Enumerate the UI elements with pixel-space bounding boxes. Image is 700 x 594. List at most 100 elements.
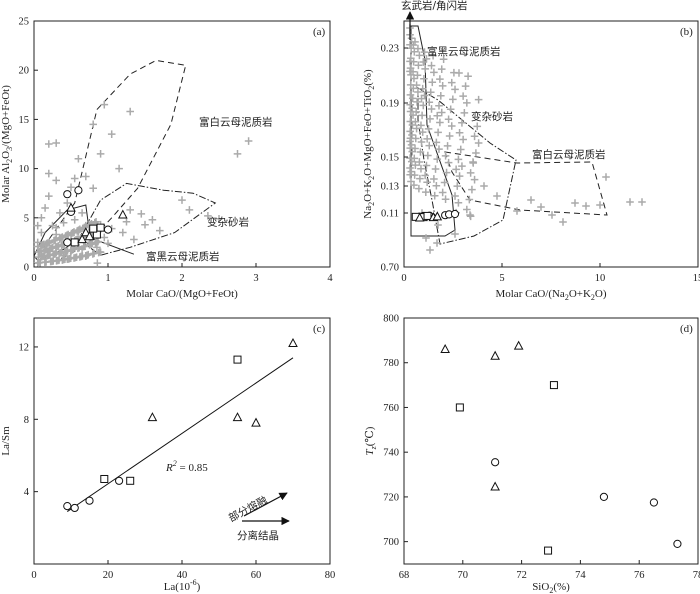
panel-c-triangle-point (147, 412, 158, 422)
panel-b-background-point (439, 55, 448, 63)
panel-a-background-point (63, 231, 71, 240)
panel-a-background-point (137, 210, 146, 218)
panel-b-label: (b) (680, 26, 693, 38)
panel-a-background-point (42, 245, 51, 254)
panel-b-background-point (406, 154, 414, 162)
panel-b-background-point (434, 128, 442, 137)
panel-c-frame (33, 317, 331, 565)
panel-a-background-point (52, 230, 60, 239)
panel-a-background-point (45, 238, 54, 247)
panel-b-background-point (430, 175, 438, 183)
panel-b: 0 5 10 15 0.70 0.11 0.13 0.15 0.19 0.23 玄武岩/角闪岩 (… (362, 0, 700, 302)
panel-a-background-point (70, 174, 79, 183)
panel-a-background-point (69, 245, 78, 254)
panel-b-background-point (473, 122, 482, 131)
panel-a-triangle-point (77, 234, 87, 244)
panel-a-background-point (78, 252, 87, 260)
panel-b-background-point (420, 74, 428, 83)
panel-a-background-point (55, 256, 63, 264)
panel-b-background-point (453, 182, 462, 190)
panel-a-background-point (40, 252, 48, 260)
panel-c-y-tick-label: 8 (24, 415, 29, 426)
panel-b-x-axis-label: Molar CaO/(Na2O+K2O) (495, 288, 606, 302)
panel-a-background-point (54, 242, 63, 250)
panel-a-x-axis-label: Molar CaO/(MgO+FeOt) (126, 288, 238, 300)
panel-a-background-point (204, 212, 212, 220)
panel-b-x-tick-label: 10 (595, 273, 606, 284)
panel-b-background-point (444, 158, 453, 167)
panel-b-background-point (571, 199, 579, 207)
panel-b-background-point (464, 72, 472, 81)
panel-a-background-point (37, 214, 46, 222)
panel-c-y-axis-label: La/Sm (0, 426, 12, 456)
panel-b-background-point (447, 78, 456, 87)
panel-a-background-point (70, 228, 78, 236)
panel-c-partial-melting-arrow (243, 492, 288, 517)
panel-b-background-point (406, 67, 414, 76)
panel-a-x-tick-label: 3 (253, 273, 258, 284)
panel-a-background-point (115, 164, 123, 173)
panel-b-background-point (418, 111, 426, 120)
panel-a-background-point (119, 228, 127, 237)
panel-c: 0 20 40 60 80 4 8 12 (c) R2 = 0.85 部分熔融 分离结晶 La… (0, 317, 335, 593)
panel-b-background-point (456, 145, 465, 154)
panel-b-field-biotite-pelite (410, 25, 456, 237)
panel-b-background-point (417, 138, 426, 146)
panel-b-background-point (463, 205, 471, 214)
panel-b-triangle-point (432, 211, 443, 221)
panel-b-background-point (408, 94, 417, 103)
panel-a-region-label-greywacke: 变杂砂岩 (207, 216, 249, 229)
panel-b-background-point (425, 141, 434, 150)
panel-d-x-tick-label: 72 (516, 570, 527, 581)
panel-a-background-point (122, 217, 131, 226)
panel-a-background-point (68, 228, 77, 237)
panel-b-background-point (414, 88, 422, 96)
panel-a-region-label-muscovite: 富白云母泥质岩 (199, 115, 273, 128)
panel-b-background-point (433, 239, 441, 247)
panel-c-square-point (100, 474, 109, 483)
panel-a-field-greywacke (77, 182, 217, 256)
panel-b-background-point (537, 203, 545, 211)
panel-b-background-point (458, 162, 466, 170)
panel-c-fractional-crystallization-label: 分离结晶 (237, 529, 279, 542)
panel-a-x-tick-label: 4 (327, 273, 333, 284)
panel-b-background-point (410, 47, 419, 56)
panel-a-background-point (96, 248, 104, 256)
panel-c-circle-point (63, 502, 72, 511)
panel-b-region-label-greywacke: 变杂砂岩 (471, 110, 513, 123)
panel-b-background-point (626, 198, 634, 206)
panel-b-background-point (470, 175, 479, 184)
panel-b-background-point (451, 85, 459, 94)
panel-d-y-tick-label: 700 (383, 537, 399, 548)
panel-a-y-tick-label: 0 (24, 263, 29, 274)
panel-b-background-point (406, 57, 414, 66)
panel-d-x-tick-label: 78 (693, 570, 700, 581)
panel-d-x-tick-label: 74 (575, 570, 586, 581)
panel-b-y-tick-label: 0.23 (381, 44, 399, 55)
panel-b-background-point (430, 68, 438, 77)
panel-a-background-point (36, 258, 45, 267)
panel-a-ticks: 0 1 2 3 4 0 5 10 15 20 25 (19, 17, 334, 285)
panel-a-background-point (244, 137, 253, 145)
panel-a-background-point (51, 236, 60, 244)
panel-a-triangle-point (84, 231, 95, 241)
panel-a: 0 1 2 3 4 0 5 10 15 20 25 (a) 富白云母泥质岩 变杂砂岩 富黑云母泥质岩… (0, 17, 333, 301)
panel-c-x-tick-label: 0 (31, 570, 36, 581)
panel-b-background-point (449, 95, 457, 104)
panel-b-background-point (441, 152, 450, 160)
panel-a-region-label-biotite: 富黑云母泥质岩 (146, 250, 220, 263)
panel-b-background-point (413, 98, 421, 106)
panel-b-background-point (451, 192, 459, 200)
panel-c-circle-point (85, 496, 94, 505)
panel-a-circle-point (63, 190, 72, 199)
panel-a-circle-point (103, 225, 113, 234)
panel-b-background-point (425, 98, 434, 107)
panel-a-background-point (89, 184, 97, 193)
panel-b-background-point (438, 82, 447, 90)
panel-b-background-point (459, 135, 467, 144)
panel-a-background-point (45, 169, 53, 178)
panel-b-y-tick-label: 0.15 (381, 153, 399, 164)
panel-a-background-point (67, 183, 75, 192)
panel-a-background-point (52, 223, 60, 232)
